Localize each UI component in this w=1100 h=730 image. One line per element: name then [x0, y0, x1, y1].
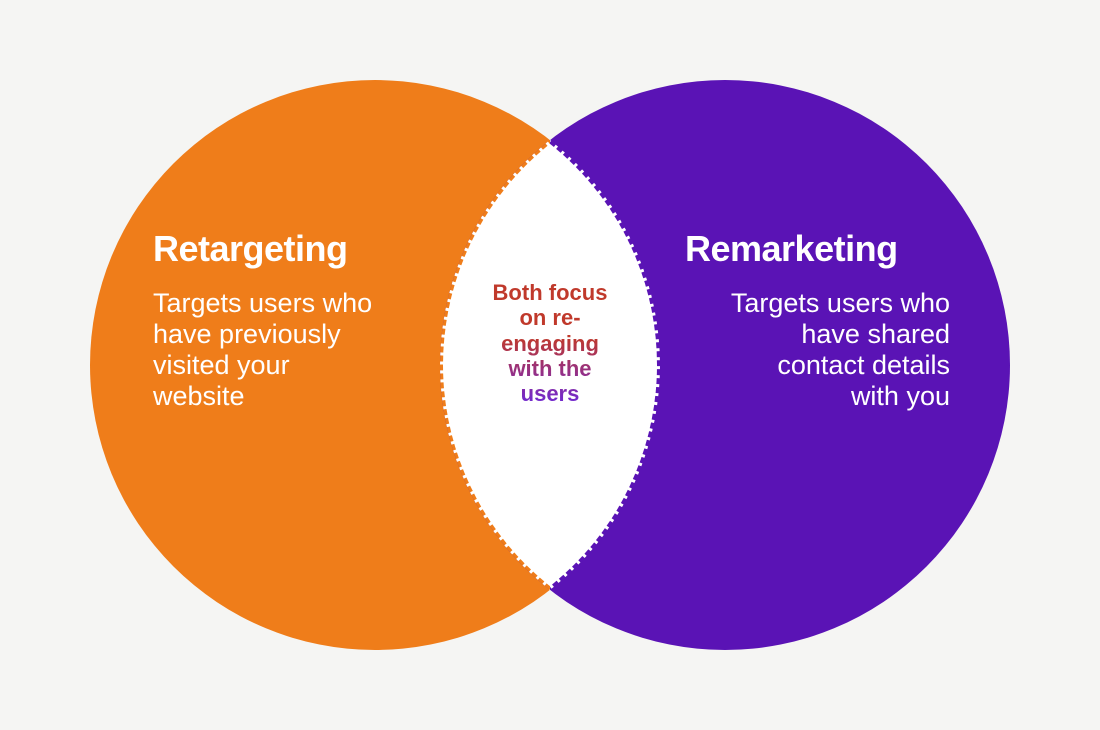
venn-right-body: Targets users who have shared contact de…: [730, 288, 950, 412]
venn-left-title: Retargeting: [153, 228, 348, 269]
venn-diagram: Retargeting Targets users who have previ…: [0, 0, 1100, 730]
venn-left-body: Targets users who have previously visite…: [153, 288, 383, 412]
venn-right-title: Remarketing: [685, 228, 898, 269]
venn-intersection-text: Both focus on re-engaging with the users: [480, 280, 620, 406]
